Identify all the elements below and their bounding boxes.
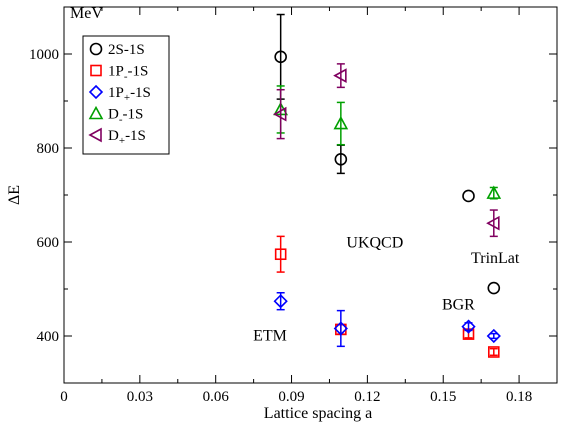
x-tick-label: 0 bbox=[60, 389, 68, 405]
data-point bbox=[462, 189, 475, 203]
series-triangle-up bbox=[273, 85, 502, 200]
legend-label: 1P--1S bbox=[108, 64, 148, 83]
data-point bbox=[333, 115, 349, 130]
annotation-label: BGR bbox=[442, 297, 475, 314]
annotation-label: TrinLat bbox=[471, 250, 520, 267]
x-tick-label: 0.12 bbox=[354, 389, 380, 405]
x-tick-label: 0.06 bbox=[203, 389, 230, 405]
data-point bbox=[334, 152, 348, 166]
x-tick-label: 0.15 bbox=[430, 389, 456, 405]
data-point bbox=[274, 248, 287, 261]
annotation-label: ETM bbox=[253, 328, 287, 345]
x-tick-label: 0.03 bbox=[127, 389, 153, 405]
series-circle bbox=[274, 13, 501, 295]
annotations: UKQCD ETM BGR TrinLat bbox=[253, 235, 520, 345]
data-point bbox=[272, 106, 287, 122]
x-tick-label: 0.18 bbox=[506, 389, 532, 405]
legend-marker bbox=[89, 42, 103, 56]
y-tick-label: 1000 bbox=[29, 47, 59, 63]
data-point bbox=[486, 328, 501, 344]
legend-box bbox=[82, 35, 170, 155]
data-point bbox=[486, 215, 500, 231]
data-point bbox=[487, 346, 500, 358]
x-tick-label: 0.09 bbox=[278, 389, 304, 405]
y-tick-label: 800 bbox=[37, 141, 60, 157]
data-marks bbox=[272, 13, 502, 358]
data-point bbox=[486, 185, 502, 199]
legend-marker bbox=[88, 105, 104, 120]
data-point bbox=[274, 50, 287, 64]
series-diamond bbox=[273, 292, 501, 348]
y-tick-label: 600 bbox=[37, 235, 60, 251]
legend-label: D--1S bbox=[108, 107, 143, 126]
legend: 2S-1S 1P--1S 1P+-1S D--1S D+-1S bbox=[82, 35, 170, 155]
series-triangle-left bbox=[272, 63, 500, 238]
data-point bbox=[333, 321, 348, 336]
legend-marker bbox=[88, 84, 104, 100]
legend-label: 1P+-1S bbox=[108, 85, 151, 104]
legend-marker bbox=[90, 64, 102, 77]
axis-ticks: 0 0.03 0.06 0.09 0.12 0.15 0.18 400 600 800 1000 bbox=[29, 7, 557, 405]
legend-marker bbox=[88, 127, 102, 143]
data-point bbox=[273, 294, 288, 309]
y-axis-unit: MeV bbox=[70, 5, 103, 22]
data-point bbox=[461, 319, 476, 334]
annotation-label: UKQCD bbox=[346, 235, 403, 252]
y-axis-label: ΔE bbox=[6, 185, 23, 205]
data-point bbox=[487, 281, 501, 295]
y-tick-label: 400 bbox=[37, 329, 60, 345]
legend-label: 2S-1S bbox=[108, 42, 145, 58]
legend-label: D+-1S bbox=[108, 128, 146, 147]
data-point bbox=[333, 68, 347, 83]
x-axis-label: Lattice spacing a bbox=[264, 405, 372, 422]
